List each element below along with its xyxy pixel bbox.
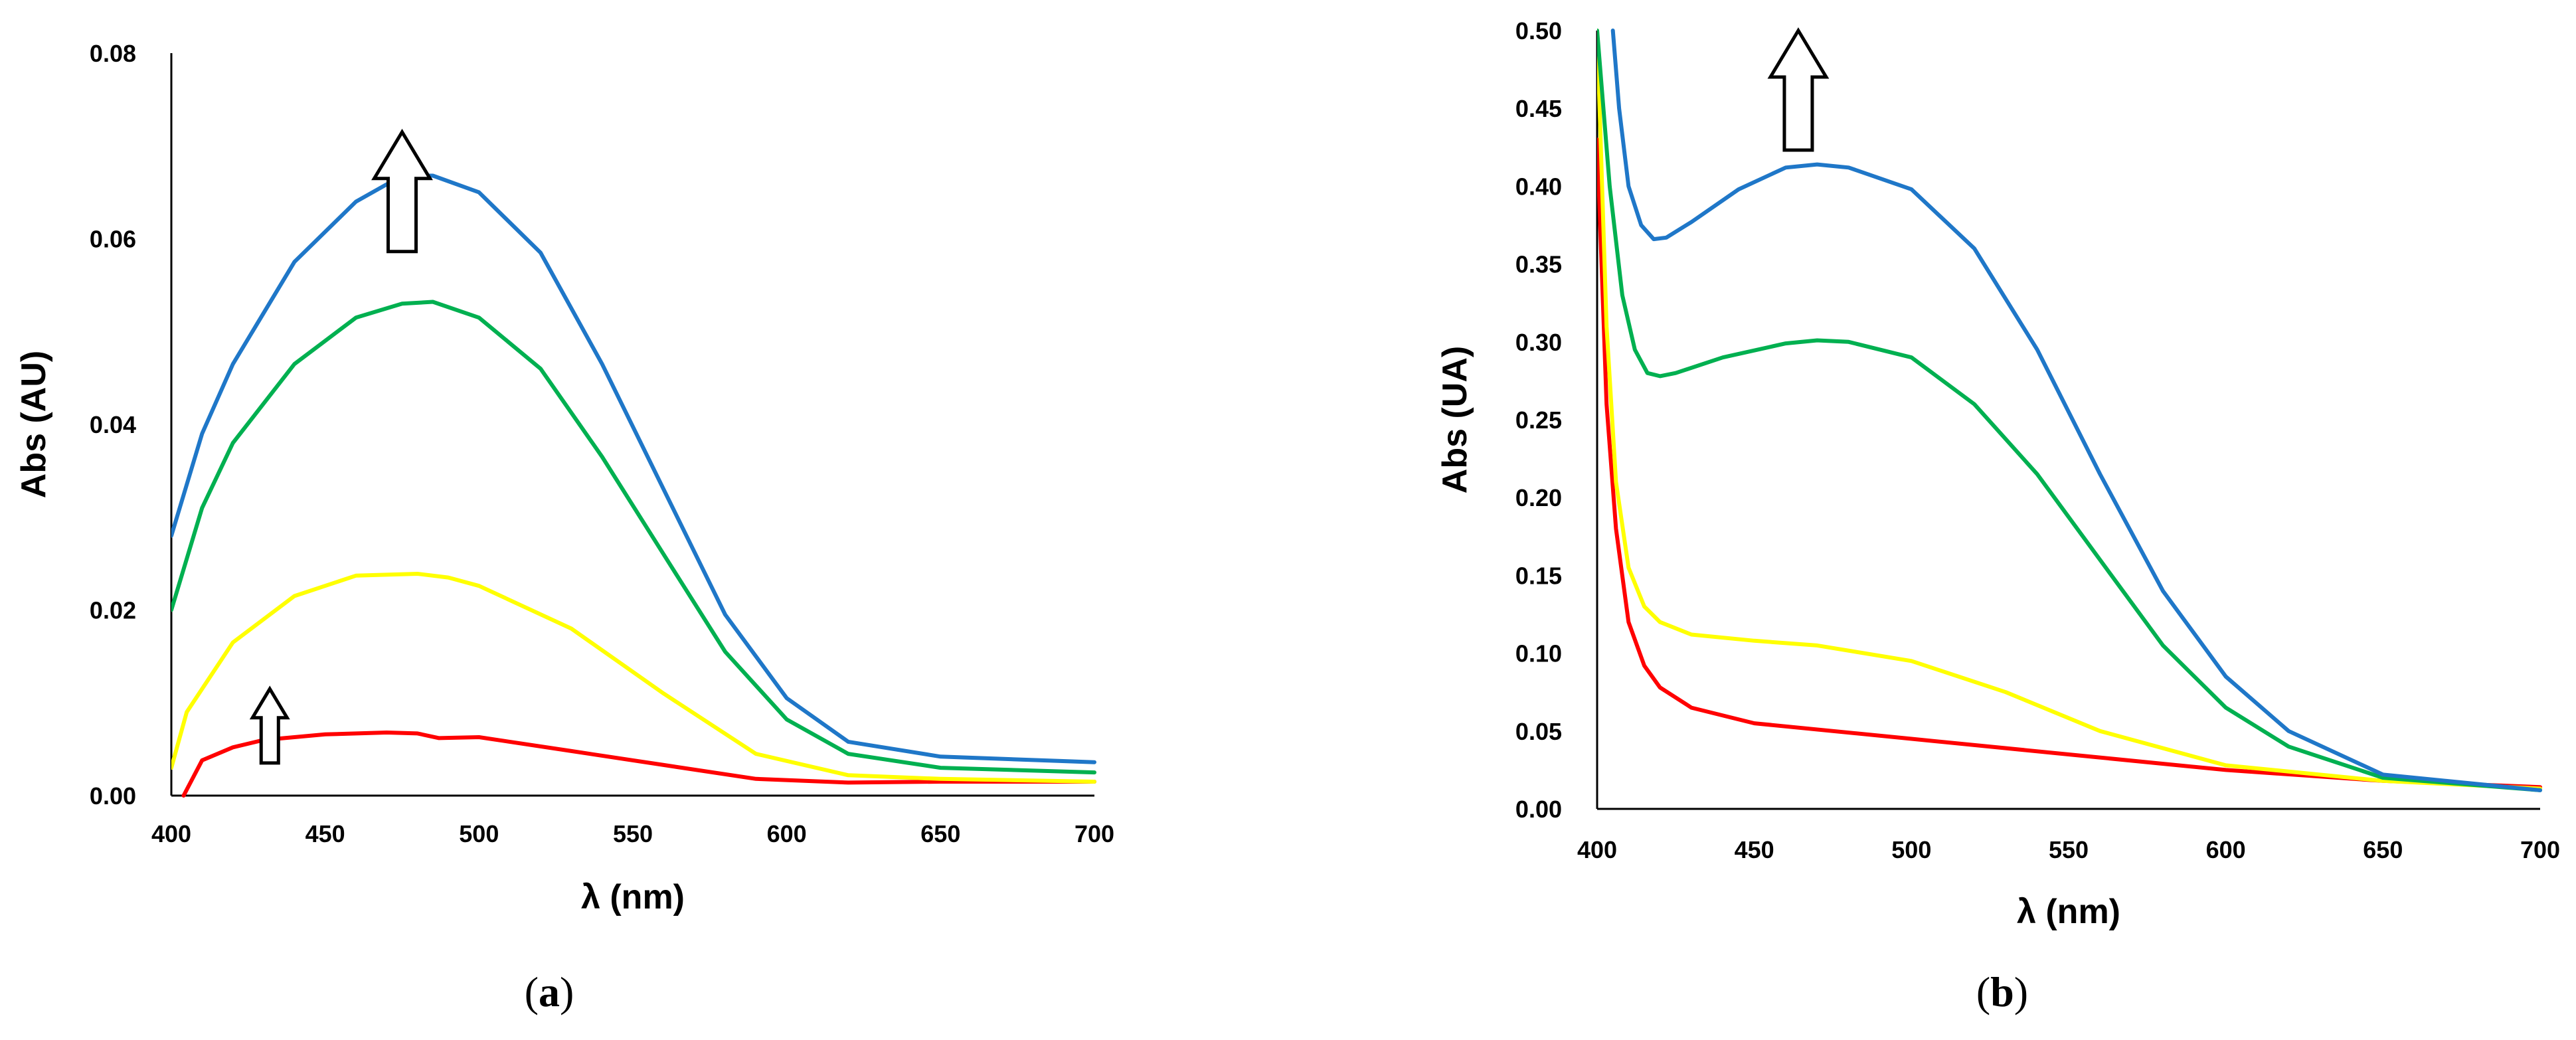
panel-caption: (a)	[525, 968, 574, 1015]
up-arrow-icon-large	[1767, 27, 1830, 152]
y-tick-label: 0.00	[1515, 796, 1562, 823]
panel-b: 0.00 0.05 0.10 0.15 0.20 0.25 0.30 0.35 0.40 0.45…	[1436, 17, 2560, 1015]
y-tick-label: 0.10	[1515, 640, 1562, 667]
y-axis-title: Abs (AU)	[15, 351, 53, 498]
series-line-yellow	[171, 572, 1096, 784]
y-tick-label: 0.45	[1515, 95, 1562, 122]
caption-letter: b	[1990, 968, 2014, 1015]
panel-caption: (b)	[1976, 968, 2028, 1015]
x-tick-label: 550	[613, 820, 653, 847]
x-tick-label: 600	[2206, 836, 2246, 863]
x-tick-label: 650	[920, 820, 960, 847]
x-tick-label: 700	[1074, 820, 1114, 847]
caption-open-paren: (	[1976, 968, 1990, 1015]
y-tick-label: 0.35	[1515, 251, 1562, 278]
y-tick-label: 0.25	[1515, 406, 1562, 434]
y-tick-label: 0.30	[1515, 329, 1562, 356]
y-tick-label: 0.06	[90, 226, 136, 253]
x-tick-label: 550	[2049, 836, 2089, 863]
up-arrow-icon-large	[371, 128, 433, 254]
x-tick-label: 400	[151, 820, 191, 847]
series-line-red	[1597, 137, 2542, 790]
series-line-green	[1597, 29, 2542, 792]
caption-letter: a	[539, 968, 560, 1015]
series-line-blue	[171, 173, 1096, 764]
x-tick-label: 450	[305, 820, 345, 847]
y-tick-label: 0.08	[90, 40, 136, 67]
y-tick-label: 0.40	[1515, 173, 1562, 200]
panel-a: 0.00 0.02 0.04 0.06 0.08 400 450 500 550 600 650 70…	[15, 40, 1114, 1015]
y-axis-title: Abs (UA)	[1436, 346, 1474, 493]
series-line-yellow	[1597, 29, 2542, 791]
x-axis-title: λ (nm)	[2017, 893, 2120, 931]
caption-close-paren: )	[2014, 968, 2028, 1015]
x-tick-label: 500	[1891, 836, 1931, 863]
x-tick-label: 400	[1577, 836, 1617, 863]
x-tick-label: 450	[1735, 836, 1774, 863]
series-line-green	[171, 300, 1096, 775]
up-arrow-icon-small	[249, 685, 290, 765]
x-axis-title: λ (nm)	[581, 878, 685, 916]
y-tick-label: 0.20	[1515, 484, 1562, 511]
y-tick-label: 0.50	[1515, 17, 1562, 44]
y-tick-label: 0.05	[1515, 718, 1562, 745]
x-tick-label: 500	[459, 820, 499, 847]
y-tick-label: 0.15	[1515, 562, 1562, 589]
x-tick-label: 700	[2520, 836, 2560, 863]
series-line-red	[181, 731, 1096, 798]
x-tick-label: 650	[2363, 836, 2403, 863]
y-tick-label: 0.00	[90, 782, 136, 810]
series-line-blue	[1610, 29, 2542, 792]
caption-close-paren: )	[560, 968, 574, 1015]
y-tick-label: 0.04	[90, 411, 136, 438]
x-tick-label: 600	[767, 820, 807, 847]
y-tick-label: 0.02	[90, 597, 136, 624]
caption-open-paren: (	[525, 968, 539, 1015]
